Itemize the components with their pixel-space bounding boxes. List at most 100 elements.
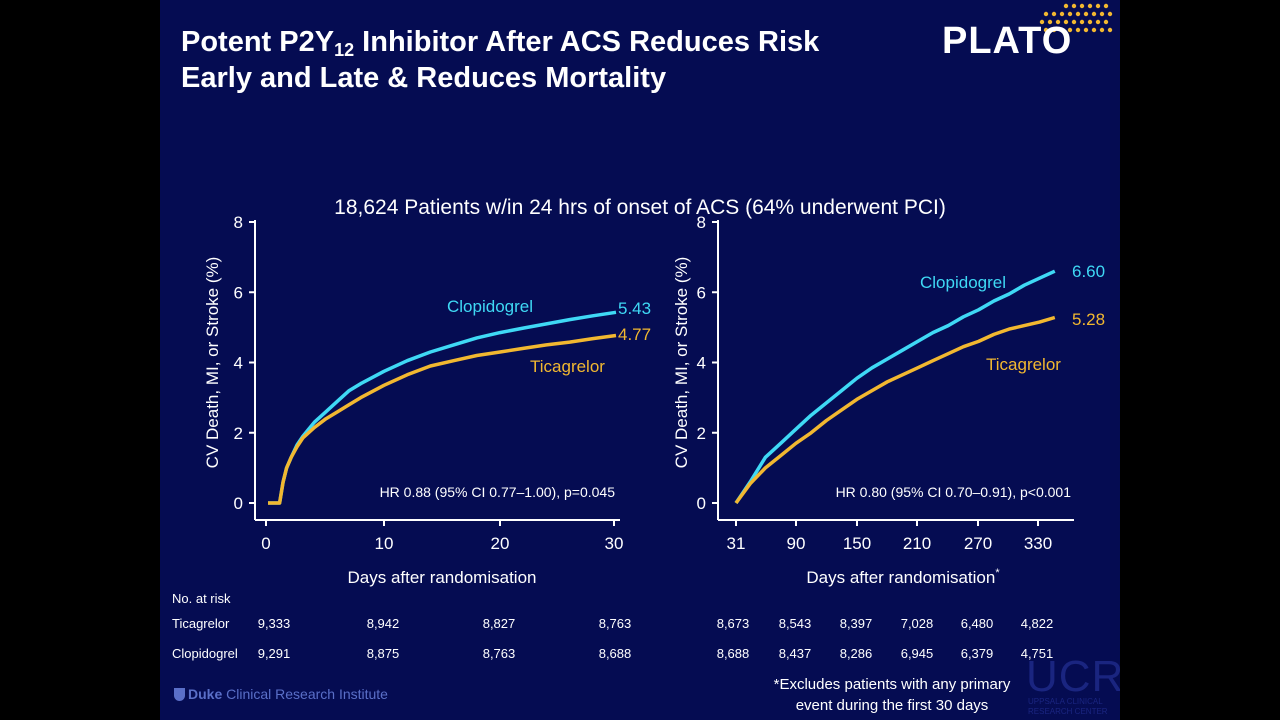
- risk-cell: 6,379: [960, 646, 994, 661]
- risk-cell: 8,763: [482, 646, 516, 661]
- end-value-ticagrelor: 4.77: [618, 325, 651, 344]
- plato-logo-dots-icon: [1039, 3, 1113, 33]
- risk-cell: 8,397: [839, 616, 873, 631]
- logo-dot: [1063, 19, 1069, 25]
- logo-dot: [1103, 19, 1109, 25]
- footnote-line2: event during the first 30 days: [795, 697, 989, 714]
- y-tick-label: 0: [697, 494, 706, 513]
- duke-logo-bold: Duke: [188, 686, 223, 702]
- title-subscript: 12: [334, 40, 355, 60]
- risk-cell: 4,751: [1020, 646, 1054, 661]
- logo-dot: [1095, 3, 1101, 9]
- risk-cell: 8,543: [778, 616, 812, 631]
- x-tick-label: 31: [727, 534, 746, 553]
- logo-dot: [1039, 19, 1045, 25]
- footnote-line1: *Excludes patients with any primary: [773, 676, 1011, 693]
- logo-dot: [1087, 19, 1093, 25]
- risk-cell: 6,480: [960, 616, 994, 631]
- logo-dot: [1107, 27, 1113, 33]
- series-line-clopidogrel: [734, 269, 1056, 504]
- risk-cell: 7,028: [900, 616, 934, 631]
- logo-dot: [1083, 27, 1089, 33]
- y-tick-label: 4: [697, 354, 706, 373]
- risk-cell: 8,437: [778, 646, 812, 661]
- logo-dot: [1067, 27, 1073, 33]
- logo-dot: [1051, 11, 1057, 17]
- logo-dot: [1043, 11, 1049, 17]
- risk-cell: 8,286: [839, 646, 873, 661]
- logo-dot: [1091, 27, 1097, 33]
- logo-dot: [1091, 11, 1097, 17]
- logo-dot: [1067, 11, 1073, 17]
- logo-dot: [1075, 11, 1081, 17]
- x-tick-label: 90: [787, 534, 806, 553]
- chart-subtitle: 18,624 Patients w/in 24 hrs of onset of …: [334, 196, 946, 219]
- risk-cell: 8,688: [598, 646, 632, 661]
- logo-dot: [1099, 11, 1105, 17]
- title-line2: Early and Late & Reduces Mortality: [181, 62, 667, 94]
- risk-cell: 8,942: [366, 616, 400, 631]
- x-tick-label: 210: [903, 534, 931, 553]
- risk-row-label-clopidogrel: Clopidogrel: [172, 646, 238, 661]
- risk-row-label-ticagrelor: Ticagrelor: [172, 616, 230, 631]
- series-label-clopidogrel: Clopidogrel: [447, 297, 533, 316]
- logo-dot: [1047, 19, 1053, 25]
- title-part1: Potent P2Y: [181, 26, 335, 58]
- duke-shield-icon: [174, 688, 185, 701]
- footnote: *Excludes patients with any primary even…: [747, 674, 1037, 716]
- series-label-clopidogrel: Clopidogrel: [920, 273, 1006, 292]
- risk-table-header: No. at risk: [172, 591, 231, 606]
- series-line-clopidogrel: [268, 310, 617, 505]
- logo-dot: [1107, 11, 1113, 17]
- logo-dot: [1083, 11, 1089, 17]
- logo-dot: [1055, 19, 1061, 25]
- logo-dot: [1099, 27, 1105, 33]
- risk-cell: 4,822: [1020, 616, 1054, 631]
- risk-cell: 9,291: [257, 646, 291, 661]
- logo-dot: [1051, 27, 1057, 33]
- risk-cell: 9,333: [257, 616, 291, 631]
- y-axis-label: CV Death, MI, or Stroke (%): [203, 257, 222, 469]
- plato-logo: PLATO: [942, 20, 1073, 62]
- x-axis-label: Days after randomisation*: [806, 567, 1000, 587]
- end-value-ticagrelor: 5.28: [1072, 310, 1105, 329]
- x-tick-label: 10: [375, 534, 394, 553]
- ucr-logo: UCR: [1026, 652, 1120, 701]
- series-line-ticagrelor: [734, 315, 1056, 505]
- y-tick-label: 4: [234, 354, 243, 373]
- risk-cell: 8,673: [716, 616, 750, 631]
- logo-dot: [1063, 3, 1069, 9]
- x-tick-label: 150: [843, 534, 871, 553]
- x-axis-label: Days after randomisation: [348, 568, 537, 587]
- risk-cell: 8,875: [366, 646, 400, 661]
- x-tick-label: 0: [261, 534, 270, 553]
- logo-dot: [1071, 3, 1077, 9]
- logo-dot: [1059, 11, 1065, 17]
- logo-dot: [1071, 19, 1077, 25]
- x-axis-label-asterisk: *: [995, 567, 1000, 579]
- series-line-ticagrelor: [268, 333, 617, 505]
- logo-dot: [1079, 3, 1085, 9]
- slide-title: Potent P2Y12 Inhibitor After ACS Reduces…: [181, 24, 819, 96]
- logo-dot: [1087, 3, 1093, 9]
- y-tick-label: 6: [234, 283, 243, 302]
- title-part2: Inhibitor After ACS Reduces Risk: [354, 26, 820, 58]
- slide: Potent P2Y12 Inhibitor After ACS Reduces…: [160, 0, 1120, 720]
- y-tick-label: 8: [697, 213, 706, 232]
- logo-dot: [1079, 19, 1085, 25]
- end-value-clopidogrel: 6.60: [1072, 262, 1105, 281]
- risk-cell: 8,763: [598, 616, 632, 631]
- logo-dot: [1103, 3, 1109, 9]
- x-tick-label: 30: [605, 534, 624, 553]
- y-axis-label: CV Death, MI, or Stroke (%): [672, 257, 691, 469]
- risk-cell: 8,827: [482, 616, 516, 631]
- hazard-ratio-annotation: HR 0.80 (95% CI 0.70–0.91), p<0.001: [836, 484, 1072, 500]
- logo-dot: [1075, 27, 1081, 33]
- logo-dot: [1043, 27, 1049, 33]
- duke-logo-rest: Clinical Research Institute: [222, 686, 388, 702]
- y-tick-label: 0: [234, 494, 243, 513]
- end-value-clopidogrel: 5.43: [618, 299, 651, 318]
- series-label-ticagrelor: Ticagrelor: [530, 357, 605, 376]
- logo-dot: [1059, 27, 1065, 33]
